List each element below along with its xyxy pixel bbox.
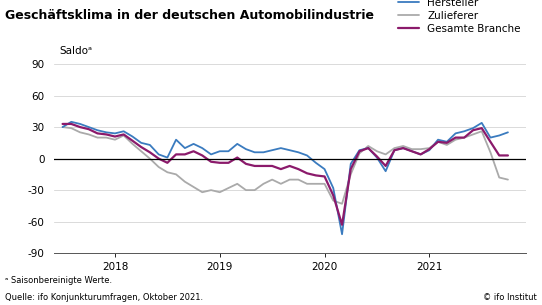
- Zulieferer: [330, 199, 337, 203]
- Gesamte Branche: [216, 161, 223, 165]
- Text: ᵃ Saisonbereinigte Werte.: ᵃ Saisonbereinigte Werte.: [5, 276, 113, 285]
- Text: Geschäftsklima in der deutschen Automobilindustrie: Geschäftsklima in der deutschen Automobi…: [5, 9, 375, 22]
- Gesamte Branche: [356, 149, 363, 153]
- Hersteller: [278, 146, 284, 150]
- Hersteller: [59, 125, 66, 129]
- Hersteller: [339, 232, 345, 236]
- Hersteller: [68, 120, 75, 124]
- Zulieferer: [505, 178, 511, 181]
- Zulieferer: [269, 178, 275, 181]
- Gesamte Branche: [330, 194, 337, 197]
- Zulieferer: [479, 129, 485, 133]
- Text: © ifo Institut: © ifo Institut: [483, 293, 537, 302]
- Text: Quelle: ifo Konjunkturumfragen, Oktober 2021.: Quelle: ifo Konjunkturumfragen, Oktober …: [5, 293, 204, 302]
- Gesamte Branche: [479, 126, 485, 130]
- Gesamte Branche: [94, 131, 101, 135]
- Hersteller: [347, 162, 354, 166]
- Gesamte Branche: [505, 154, 511, 157]
- Text: Saldoᵃ: Saldoᵃ: [59, 46, 92, 56]
- Hersteller: [505, 131, 511, 134]
- Hersteller: [365, 146, 371, 150]
- Hersteller: [225, 149, 232, 153]
- Zulieferer: [339, 202, 345, 206]
- Hersteller: [103, 131, 109, 134]
- Legend: Hersteller, Zulieferer, Gesamte Branche: Hersteller, Zulieferer, Gesamte Branche: [398, 0, 520, 34]
- Gesamte Branche: [59, 122, 66, 126]
- Line: Gesamte Branche: Gesamte Branche: [62, 124, 508, 225]
- Zulieferer: [59, 125, 66, 129]
- Line: Hersteller: Hersteller: [62, 122, 508, 234]
- Gesamte Branche: [339, 223, 345, 227]
- Gesamte Branche: [269, 164, 275, 168]
- Hersteller: [304, 154, 311, 157]
- Zulieferer: [356, 152, 363, 155]
- Line: Zulieferer: Zulieferer: [62, 127, 508, 204]
- Zulieferer: [216, 190, 223, 194]
- Zulieferer: [94, 136, 101, 139]
